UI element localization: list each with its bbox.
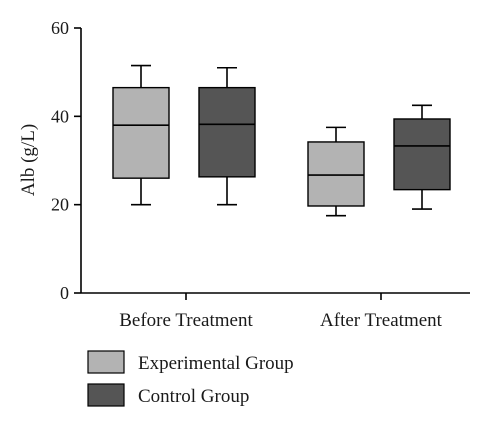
box-control-group [198,66,256,206]
boxes [112,64,451,217]
y-tick-label: 0 [60,283,69,303]
legend-label: Control Group [138,386,249,407]
iqr-box [307,141,365,207]
axes: 0 20 40 60 Before Treatment After Treatment [51,18,470,331]
iqr-box [198,86,256,178]
x-category-label: Before Treatment [119,310,253,331]
iqr-box [112,86,170,179]
y-tick-label: 60 [51,18,69,38]
legend-label: Experimental Group [138,353,294,374]
box-experimental-group [112,64,170,206]
iqr-box [393,118,451,191]
y-axis-title: Alb (g/L) [18,124,39,196]
legend-swatch [87,350,125,374]
y-tick-label: 40 [51,106,69,126]
legend-swatch [87,383,125,407]
box-experimental-group [307,126,365,217]
labels: Alb (g/L) [18,124,39,196]
x-category-label: After Treatment [320,310,443,331]
box-control-group [393,104,451,210]
y-tick-label: 20 [51,195,69,215]
legend: Experimental Group Control Group [87,350,294,407]
